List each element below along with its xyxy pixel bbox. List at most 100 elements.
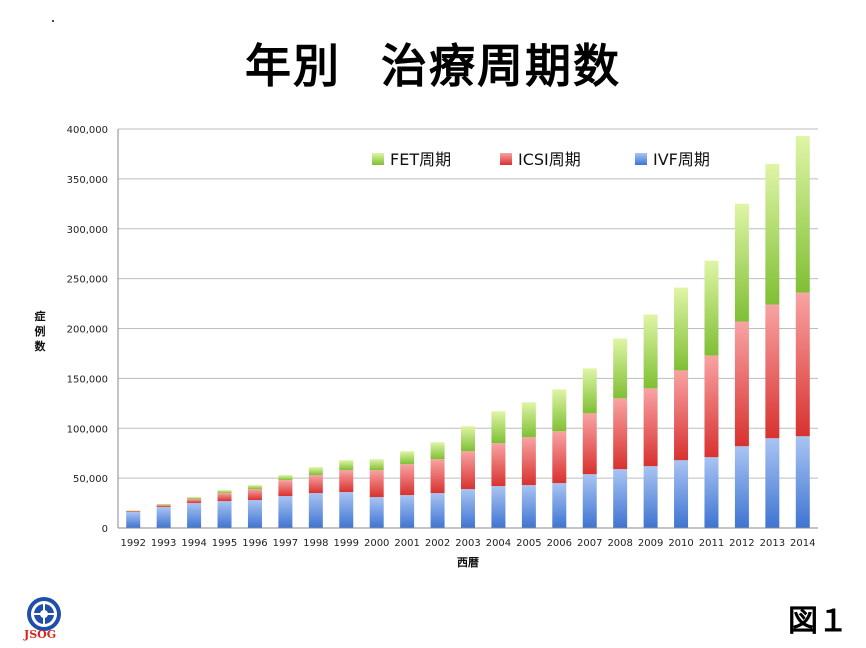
- legend-swatch: [372, 153, 384, 165]
- x-tick-label: 2010: [668, 538, 693, 549]
- legend: FET周期 ICSI周期 IVF周期: [372, 150, 710, 169]
- bar-FET周期-2000: [369, 459, 384, 471]
- bar-ICSI周期-1995: [217, 493, 232, 502]
- bar-FET周期-1995: [217, 490, 232, 494]
- bar-IVF周期-1994: [187, 503, 202, 528]
- bar-IVF周期-2001: [400, 495, 415, 528]
- bar-FET周期-2013: [765, 163, 780, 305]
- bar-ICSI周期-2000: [369, 470, 384, 498]
- bar-IVF周期-1993: [156, 507, 171, 528]
- x-tick-label: 2011: [699, 538, 724, 549]
- bar-IVF周期-2004: [491, 486, 506, 528]
- x-tick-label: 2009: [638, 538, 663, 549]
- y-tick-label: 400,000: [67, 125, 108, 136]
- jsog-logo-icon: [27, 597, 61, 631]
- bar-FET周期-2014: [795, 135, 810, 293]
- x-axis-title: 西暦: [457, 556, 479, 569]
- bar-FET周期-1996: [247, 485, 262, 490]
- bar-FET周期-1993: [156, 504, 171, 506]
- x-tick-label: 1992: [120, 538, 145, 549]
- legend-label: ICSI周期: [518, 150, 581, 169]
- bar-FET周期-1998: [308, 467, 323, 476]
- bar-ICSI周期-2002: [430, 459, 445, 494]
- bar-FET周期-1999: [339, 460, 354, 471]
- bar-FET周期-2003: [461, 426, 475, 452]
- bar-FET周期-1997: [278, 475, 293, 481]
- legend-swatch: [635, 153, 647, 165]
- bar-FET周期-1994: [187, 497, 202, 500]
- bars-group: [126, 135, 810, 528]
- bar-FET周期-2004: [491, 411, 506, 444]
- y-tick-label: 100,000: [67, 424, 108, 435]
- y-axis-title: 症例数: [35, 309, 47, 353]
- bar-ICSI周期-2004: [491, 443, 506, 487]
- bar-IVF周期-2005: [521, 485, 536, 528]
- bar-IVF周期-2003: [461, 489, 475, 528]
- bar-ICSI周期-1998: [308, 475, 323, 494]
- bar-IVF周期-1992: [126, 512, 141, 528]
- bar-FET周期-2002: [430, 442, 445, 460]
- x-tick-label: 1996: [242, 538, 267, 549]
- bar-ICSI周期-1996: [247, 489, 262, 501]
- bar-ICSI周期-2008: [613, 398, 628, 470]
- bar-FET周期-2010: [674, 287, 689, 371]
- bar-IVF周期-2011: [704, 457, 719, 528]
- x-tick-label: 2005: [516, 538, 541, 549]
- bar-IVF周期-1999: [339, 492, 354, 528]
- x-tick-label: 2003: [455, 538, 480, 549]
- x-tick-label: 1998: [303, 538, 328, 549]
- bar-IVF周期-1996: [247, 500, 262, 528]
- bar-ICSI周期-2006: [552, 431, 567, 484]
- bar-IVF周期-2007: [582, 474, 597, 528]
- bar-ICSI周期-2009: [643, 388, 658, 467]
- bar-ICSI周期-1999: [339, 470, 354, 493]
- bar-IVF周期-2000: [369, 497, 384, 528]
- legend-label: IVF周期: [653, 150, 710, 169]
- bar-FET周期-2008: [613, 338, 628, 399]
- y-tick-label: 300,000: [67, 225, 108, 236]
- bar-ICSI周期-2003: [461, 451, 475, 490]
- x-tick-label: 1994: [181, 538, 206, 549]
- y-tick-label: 250,000: [67, 275, 108, 286]
- bar-ICSI周期-1993: [156, 505, 171, 508]
- x-tick-label: 2002: [425, 538, 450, 549]
- x-tick-label: 2000: [364, 538, 389, 549]
- bar-ICSI周期-2001: [400, 464, 415, 496]
- bar-ICSI周期-1992: [126, 511, 141, 513]
- bar-ICSI周期-2011: [704, 355, 719, 458]
- bar-ICSI周期-1997: [278, 480, 293, 497]
- y-axis-title-char: 症: [35, 309, 46, 323]
- page-title: 年別 治療周期数: [0, 30, 866, 96]
- x-tick-label: 1997: [273, 538, 298, 549]
- bar-ICSI周期-2012: [734, 321, 749, 447]
- bar-FET周期-2006: [552, 389, 567, 432]
- y-axis-title-char: 例: [35, 324, 46, 338]
- x-tick-label: 2012: [729, 538, 754, 549]
- bar-FET周期-2005: [521, 402, 536, 438]
- bar-ICSI周期-2007: [582, 413, 597, 475]
- x-tick-label: 2008: [607, 538, 632, 549]
- bar-IVF周期-2006: [552, 483, 567, 528]
- bar-IVF周期-2014: [795, 436, 810, 528]
- y-tick-label: 150,000: [67, 374, 108, 385]
- x-tick-label: 1995: [212, 538, 237, 549]
- y-tick-label: 350,000: [67, 175, 108, 186]
- bar-FET周期-2012: [734, 203, 749, 322]
- bar-IVF周期-1998: [308, 493, 323, 528]
- bar-IVF周期-2013: [765, 438, 780, 528]
- bar-IVF周期-2012: [734, 446, 749, 528]
- y-tick-label: 0: [102, 524, 108, 535]
- bar-ICSI周期-2010: [674, 370, 689, 461]
- bar-FET周期-2011: [704, 260, 719, 356]
- bar-IVF周期-2009: [643, 466, 658, 528]
- bar-IVF周期-1997: [278, 496, 293, 528]
- x-tick-label: 2014: [790, 538, 815, 549]
- gridlines: [118, 128, 818, 479]
- decorative-dot: [52, 20, 54, 22]
- x-tick-label: 2006: [547, 538, 572, 549]
- legend-swatch: [500, 153, 512, 165]
- axes-group: 0 50,000 100,000 150,000 200,000 250,000 300,0…: [67, 125, 818, 549]
- title-part-1: 年別: [245, 39, 341, 93]
- figure-label: 図１: [788, 604, 848, 639]
